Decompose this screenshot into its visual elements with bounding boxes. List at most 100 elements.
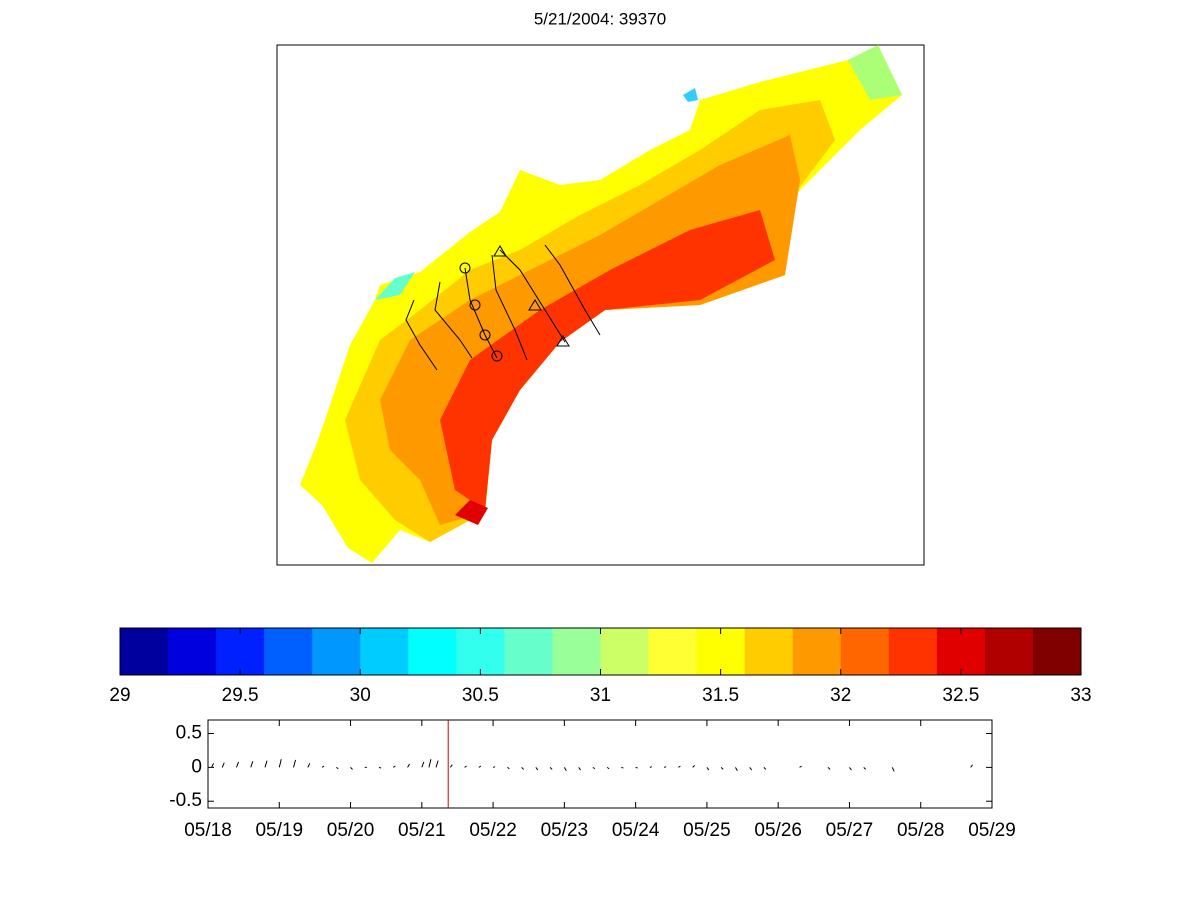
color-bin — [456, 628, 505, 675]
stick — [692, 765, 696, 768]
x-tick-label: 29 — [109, 685, 130, 706]
x-tick-label: 05/20 — [327, 820, 375, 841]
stick — [592, 766, 596, 770]
stick — [621, 766, 624, 769]
color-bin — [216, 628, 265, 675]
color-bin — [168, 628, 217, 675]
stick — [221, 762, 225, 768]
stick — [393, 765, 396, 768]
x-tick-label: 32 — [830, 685, 851, 706]
stick — [264, 760, 268, 768]
y-tick-label: 0.5 — [176, 723, 202, 744]
color-bin — [696, 628, 746, 675]
color-bin — [840, 628, 890, 675]
region-cyan — [683, 88, 698, 102]
x-tick-label: 29.5 — [222, 685, 259, 706]
stick — [578, 767, 582, 771]
x-tick-label: 31 — [590, 685, 611, 706]
color-bin — [360, 628, 409, 675]
x-tick-label: 05/25 — [683, 820, 731, 841]
color-bin — [984, 628, 1034, 675]
stick — [407, 763, 410, 768]
x-tick-label: 33 — [1070, 685, 1091, 706]
y-tick-label: 0 — [191, 756, 202, 777]
stick — [849, 767, 852, 771]
x-tick-label: 05/23 — [541, 820, 589, 841]
stick — [449, 764, 453, 768]
color-bin — [600, 628, 650, 675]
transects — [405, 244, 601, 371]
stick — [236, 761, 239, 768]
color-bin — [120, 628, 169, 675]
color-bin — [888, 628, 938, 675]
stick — [720, 767, 724, 770]
stick — [863, 767, 867, 770]
stick — [678, 765, 681, 768]
color-bin — [408, 628, 457, 675]
stick — [734, 767, 738, 772]
stick — [563, 767, 567, 772]
x-tick-label: 05/19 — [255, 820, 303, 841]
stick — [799, 765, 802, 768]
color-bin — [552, 628, 601, 675]
stick — [649, 766, 653, 768]
stick — [970, 764, 974, 768]
color-bin — [936, 628, 986, 675]
stick — [421, 761, 425, 768]
map — [276, 44, 925, 566]
stick — [293, 759, 297, 768]
stick — [549, 767, 553, 770]
x-tick-label: 30 — [350, 685, 371, 706]
color-bin — [648, 628, 698, 675]
color-bin — [1032, 628, 1082, 675]
x-tick-label: 05/26 — [754, 820, 802, 841]
stick — [749, 767, 753, 771]
stick — [336, 766, 339, 770]
x-tick-label: 30.5 — [462, 685, 499, 706]
color-bin — [504, 628, 553, 675]
x-tick-label: 05/24 — [612, 820, 660, 841]
x-tick-label: 32.5 — [942, 685, 979, 706]
stick — [663, 766, 667, 768]
x-tick-label: 05/18 — [184, 820, 232, 841]
stick — [464, 765, 467, 768]
stick — [307, 763, 311, 768]
stick — [706, 767, 710, 771]
region-teal — [375, 272, 415, 300]
stick — [827, 767, 831, 770]
color-bin — [264, 628, 313, 675]
x-tick-label: 31.5 — [702, 685, 739, 706]
stick — [378, 766, 382, 769]
map-title: 5/21/2004: 39370 — [534, 9, 666, 28]
stick — [535, 767, 539, 771]
stick — [521, 767, 524, 770]
stick — [211, 763, 215, 768]
stick — [278, 759, 282, 768]
x-tick-label: 05/29 — [968, 820, 1016, 841]
region-peak — [455, 500, 488, 525]
region-green — [848, 45, 902, 100]
stick — [350, 767, 353, 770]
axes-frame — [207, 719, 993, 809]
stick — [321, 765, 325, 768]
color-bin — [744, 628, 794, 675]
stick — [428, 759, 432, 768]
color-bin — [312, 628, 361, 675]
stick — [507, 766, 510, 770]
stick — [478, 765, 482, 768]
stick — [635, 766, 638, 769]
y-tick-label: -0.5 — [169, 790, 202, 811]
stick — [492, 766, 496, 768]
x-tick-label: 05/22 — [469, 820, 517, 841]
color-bin — [792, 628, 842, 675]
x-tick-label: 05/27 — [826, 820, 874, 841]
x-tick-label: 05/21 — [398, 820, 446, 841]
stick — [606, 766, 610, 770]
stick — [891, 767, 895, 772]
stick — [763, 767, 767, 770]
stick — [250, 761, 254, 768]
stick — [435, 760, 439, 768]
region-top — [440, 210, 775, 510]
